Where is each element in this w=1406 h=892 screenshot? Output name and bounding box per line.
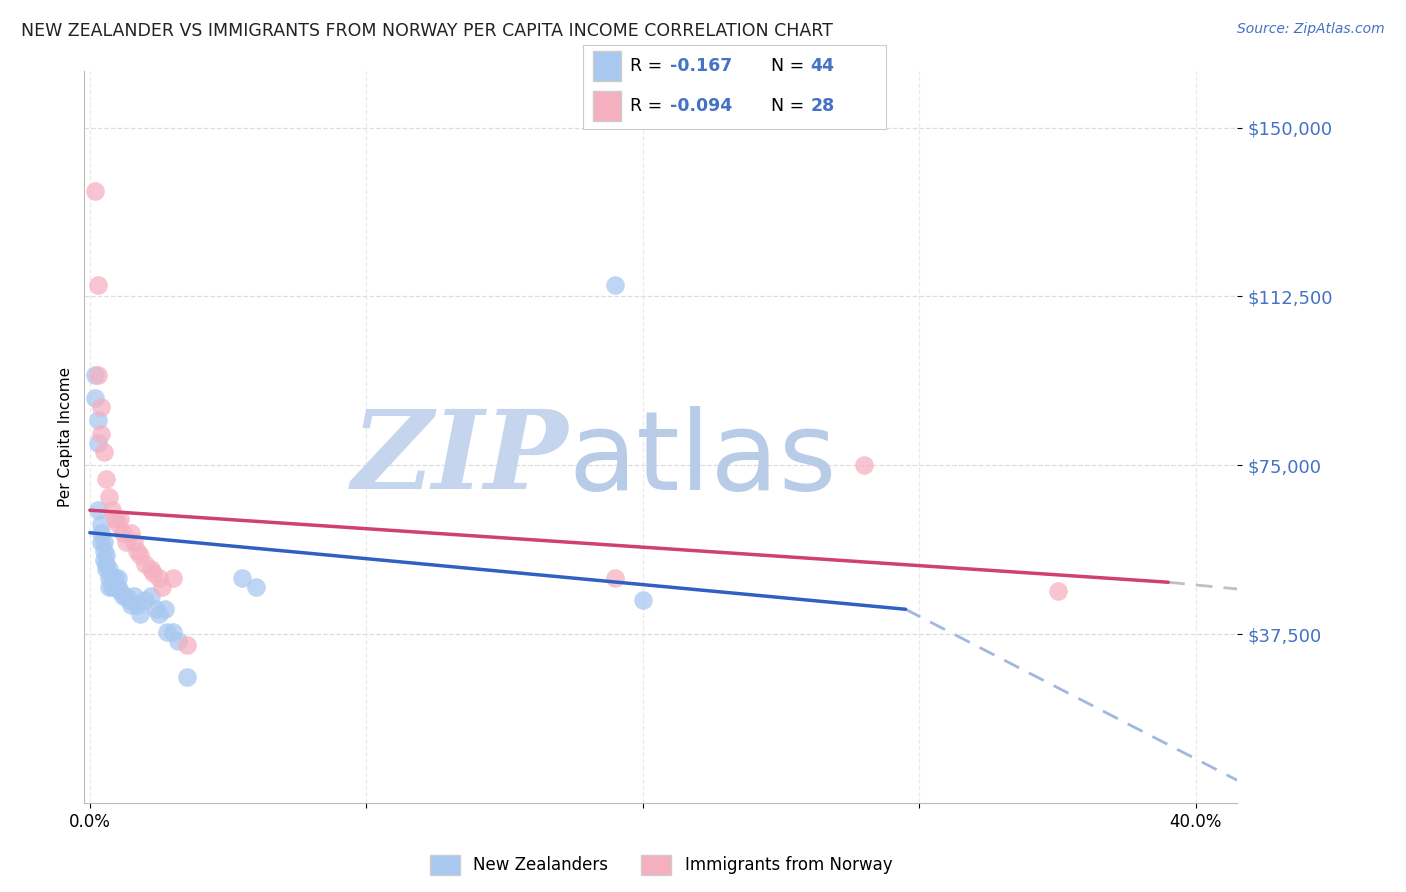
- Point: [125, 543, 148, 558]
- Point: [93, 543, 115, 558]
- Text: Source: ZipAtlas.com: Source: ZipAtlas.com: [1237, 22, 1385, 37]
- Point: [90, 534, 112, 549]
- Point: [145, 602, 167, 616]
- Text: NEW ZEALANDER VS IMMIGRANTS FROM NORWAY PER CAPITA INCOME CORRELATION CHART: NEW ZEALANDER VS IMMIGRANTS FROM NORWAY …: [21, 22, 832, 40]
- Point: [107, 580, 129, 594]
- Point: [120, 598, 142, 612]
- Point: [96, 558, 118, 572]
- Point: [96, 472, 118, 486]
- Point: [101, 503, 124, 517]
- Text: N =: N =: [770, 97, 810, 115]
- Text: R =: R =: [630, 97, 668, 115]
- Text: -0.167: -0.167: [669, 57, 733, 75]
- Point: [176, 638, 198, 652]
- Point: [134, 593, 156, 607]
- Point: [853, 458, 876, 473]
- Text: atlas: atlas: [568, 406, 837, 513]
- Legend: New Zealanders, Immigrants from Norway: New Zealanders, Immigrants from Norway: [429, 855, 893, 875]
- Point: [87, 503, 110, 517]
- Point: [153, 602, 176, 616]
- Point: [96, 548, 118, 562]
- Point: [107, 516, 129, 531]
- Point: [93, 534, 115, 549]
- Point: [101, 571, 124, 585]
- Point: [631, 593, 654, 607]
- Point: [114, 534, 136, 549]
- Point: [112, 589, 135, 603]
- Point: [84, 368, 107, 383]
- Point: [125, 598, 148, 612]
- Text: 28: 28: [810, 97, 834, 115]
- Point: [134, 558, 156, 572]
- Text: N =: N =: [770, 57, 810, 75]
- Point: [110, 584, 132, 599]
- Point: [112, 525, 135, 540]
- Point: [104, 512, 127, 526]
- Point: [93, 444, 115, 458]
- Point: [90, 525, 112, 540]
- Point: [98, 562, 121, 576]
- Point: [104, 580, 127, 594]
- Point: [90, 426, 112, 441]
- Point: [176, 670, 198, 684]
- Point: [128, 548, 150, 562]
- Point: [128, 607, 150, 621]
- Point: [156, 624, 179, 639]
- Point: [98, 571, 121, 585]
- Point: [150, 580, 173, 594]
- Point: [120, 525, 142, 540]
- Point: [90, 516, 112, 531]
- FancyBboxPatch shape: [592, 91, 621, 120]
- Point: [110, 512, 132, 526]
- Text: 44: 44: [810, 57, 834, 75]
- Point: [90, 400, 112, 414]
- Point: [139, 562, 162, 576]
- Point: [84, 184, 107, 198]
- Point: [139, 589, 162, 603]
- Point: [87, 368, 110, 383]
- Point: [87, 278, 110, 293]
- Point: [162, 571, 184, 585]
- Point: [93, 553, 115, 567]
- Point: [142, 566, 165, 581]
- Point: [605, 571, 627, 585]
- Y-axis label: Per Capita Income: Per Capita Income: [58, 367, 73, 508]
- Point: [87, 435, 110, 450]
- Point: [98, 580, 121, 594]
- Point: [96, 562, 118, 576]
- Point: [122, 589, 145, 603]
- Point: [148, 607, 170, 621]
- Point: [167, 633, 190, 648]
- Point: [122, 534, 145, 549]
- Point: [162, 624, 184, 639]
- Point: [605, 278, 627, 293]
- Point: [245, 580, 267, 594]
- Point: [87, 413, 110, 427]
- Point: [148, 571, 170, 585]
- FancyBboxPatch shape: [592, 52, 621, 81]
- Text: ZIP: ZIP: [352, 405, 568, 513]
- Point: [114, 589, 136, 603]
- Text: R =: R =: [630, 57, 668, 75]
- Point: [107, 571, 129, 585]
- Point: [117, 593, 139, 607]
- Point: [84, 391, 107, 405]
- Text: -0.094: -0.094: [669, 97, 733, 115]
- Point: [1046, 584, 1069, 599]
- Point: [98, 490, 121, 504]
- Point: [231, 571, 253, 585]
- Point: [104, 571, 127, 585]
- Point: [101, 580, 124, 594]
